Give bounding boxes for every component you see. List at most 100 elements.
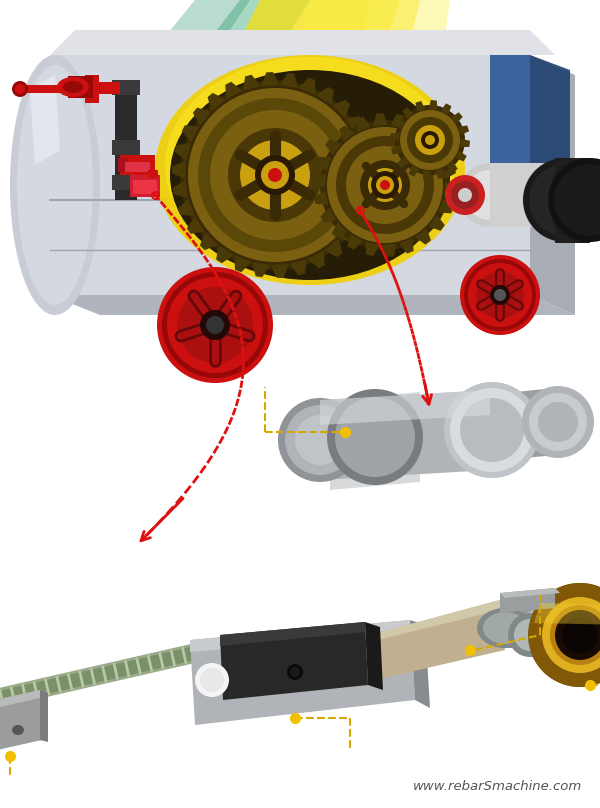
Polygon shape bbox=[394, 119, 405, 129]
Polygon shape bbox=[307, 250, 325, 268]
Polygon shape bbox=[30, 75, 60, 165]
Ellipse shape bbox=[517, 608, 573, 648]
Ellipse shape bbox=[460, 255, 540, 335]
Polygon shape bbox=[172, 161, 186, 179]
Polygon shape bbox=[200, 232, 218, 250]
Polygon shape bbox=[451, 112, 463, 124]
Ellipse shape bbox=[450, 388, 534, 472]
Bar bbox=[70, 82, 120, 94]
Polygon shape bbox=[415, 229, 431, 245]
Ellipse shape bbox=[12, 81, 28, 97]
Polygon shape bbox=[534, 603, 600, 625]
Ellipse shape bbox=[562, 617, 598, 653]
Polygon shape bbox=[364, 170, 378, 189]
Polygon shape bbox=[314, 191, 328, 204]
Ellipse shape bbox=[170, 70, 450, 280]
Polygon shape bbox=[220, 622, 368, 700]
Bar bbox=[112, 140, 140, 155]
Polygon shape bbox=[345, 116, 363, 134]
Bar bbox=[68, 76, 93, 98]
Polygon shape bbox=[225, 82, 242, 99]
Ellipse shape bbox=[285, 405, 355, 475]
Ellipse shape bbox=[522, 386, 594, 458]
Ellipse shape bbox=[514, 619, 546, 651]
Ellipse shape bbox=[177, 287, 253, 363]
Polygon shape bbox=[340, 0, 450, 160]
Bar bbox=[130, 175, 160, 197]
Bar bbox=[85, 75, 99, 103]
Polygon shape bbox=[439, 199, 454, 213]
Ellipse shape bbox=[17, 65, 93, 305]
Polygon shape bbox=[442, 166, 456, 179]
Ellipse shape bbox=[494, 289, 506, 301]
Ellipse shape bbox=[165, 57, 455, 273]
Bar bbox=[20, 85, 75, 93]
Polygon shape bbox=[410, 620, 430, 708]
Polygon shape bbox=[182, 125, 199, 142]
Polygon shape bbox=[325, 139, 341, 155]
Ellipse shape bbox=[468, 263, 532, 327]
Polygon shape bbox=[428, 215, 445, 231]
Ellipse shape bbox=[335, 397, 415, 477]
Ellipse shape bbox=[162, 272, 268, 378]
Ellipse shape bbox=[445, 175, 485, 215]
Polygon shape bbox=[374, 113, 388, 126]
Polygon shape bbox=[359, 189, 376, 207]
Polygon shape bbox=[423, 170, 431, 180]
Polygon shape bbox=[220, 622, 365, 646]
Ellipse shape bbox=[477, 608, 533, 648]
Polygon shape bbox=[50, 30, 555, 55]
Polygon shape bbox=[365, 622, 383, 690]
Polygon shape bbox=[0, 690, 42, 750]
Polygon shape bbox=[313, 174, 326, 188]
Polygon shape bbox=[243, 74, 261, 91]
Ellipse shape bbox=[380, 180, 390, 190]
Ellipse shape bbox=[63, 81, 83, 93]
Polygon shape bbox=[50, 55, 530, 295]
Bar bbox=[112, 80, 140, 95]
Ellipse shape bbox=[228, 128, 322, 222]
Polygon shape bbox=[298, 78, 316, 95]
Ellipse shape bbox=[255, 155, 295, 195]
Polygon shape bbox=[365, 242, 379, 256]
Polygon shape bbox=[399, 238, 413, 254]
Polygon shape bbox=[347, 234, 363, 250]
Polygon shape bbox=[235, 255, 251, 272]
Ellipse shape bbox=[548, 158, 600, 242]
Polygon shape bbox=[390, 133, 400, 141]
Ellipse shape bbox=[528, 583, 600, 687]
Ellipse shape bbox=[554, 164, 600, 236]
Text: www.rebarSmachine.com: www.rebarSmachine.com bbox=[413, 781, 582, 793]
Polygon shape bbox=[530, 55, 575, 315]
Ellipse shape bbox=[529, 393, 587, 451]
Ellipse shape bbox=[12, 725, 24, 735]
Ellipse shape bbox=[57, 77, 89, 97]
Polygon shape bbox=[173, 180, 188, 198]
Ellipse shape bbox=[188, 88, 362, 262]
Polygon shape bbox=[409, 165, 419, 177]
Ellipse shape bbox=[15, 84, 25, 94]
Ellipse shape bbox=[523, 612, 567, 644]
Ellipse shape bbox=[400, 110, 460, 170]
Polygon shape bbox=[422, 132, 439, 148]
Ellipse shape bbox=[278, 398, 362, 482]
Ellipse shape bbox=[534, 589, 600, 681]
Ellipse shape bbox=[508, 613, 552, 657]
Polygon shape bbox=[485, 388, 555, 462]
Polygon shape bbox=[355, 134, 373, 152]
Polygon shape bbox=[446, 161, 458, 173]
Polygon shape bbox=[441, 103, 451, 115]
Ellipse shape bbox=[210, 110, 340, 240]
Polygon shape bbox=[434, 147, 450, 162]
Bar bbox=[118, 158, 128, 172]
Polygon shape bbox=[455, 151, 467, 162]
Polygon shape bbox=[140, 0, 310, 160]
Ellipse shape bbox=[180, 80, 370, 270]
Polygon shape bbox=[370, 600, 500, 642]
Polygon shape bbox=[339, 125, 355, 141]
Ellipse shape bbox=[451, 181, 479, 209]
Ellipse shape bbox=[483, 612, 527, 644]
Ellipse shape bbox=[167, 277, 263, 373]
Ellipse shape bbox=[529, 164, 600, 236]
Ellipse shape bbox=[327, 127, 443, 243]
